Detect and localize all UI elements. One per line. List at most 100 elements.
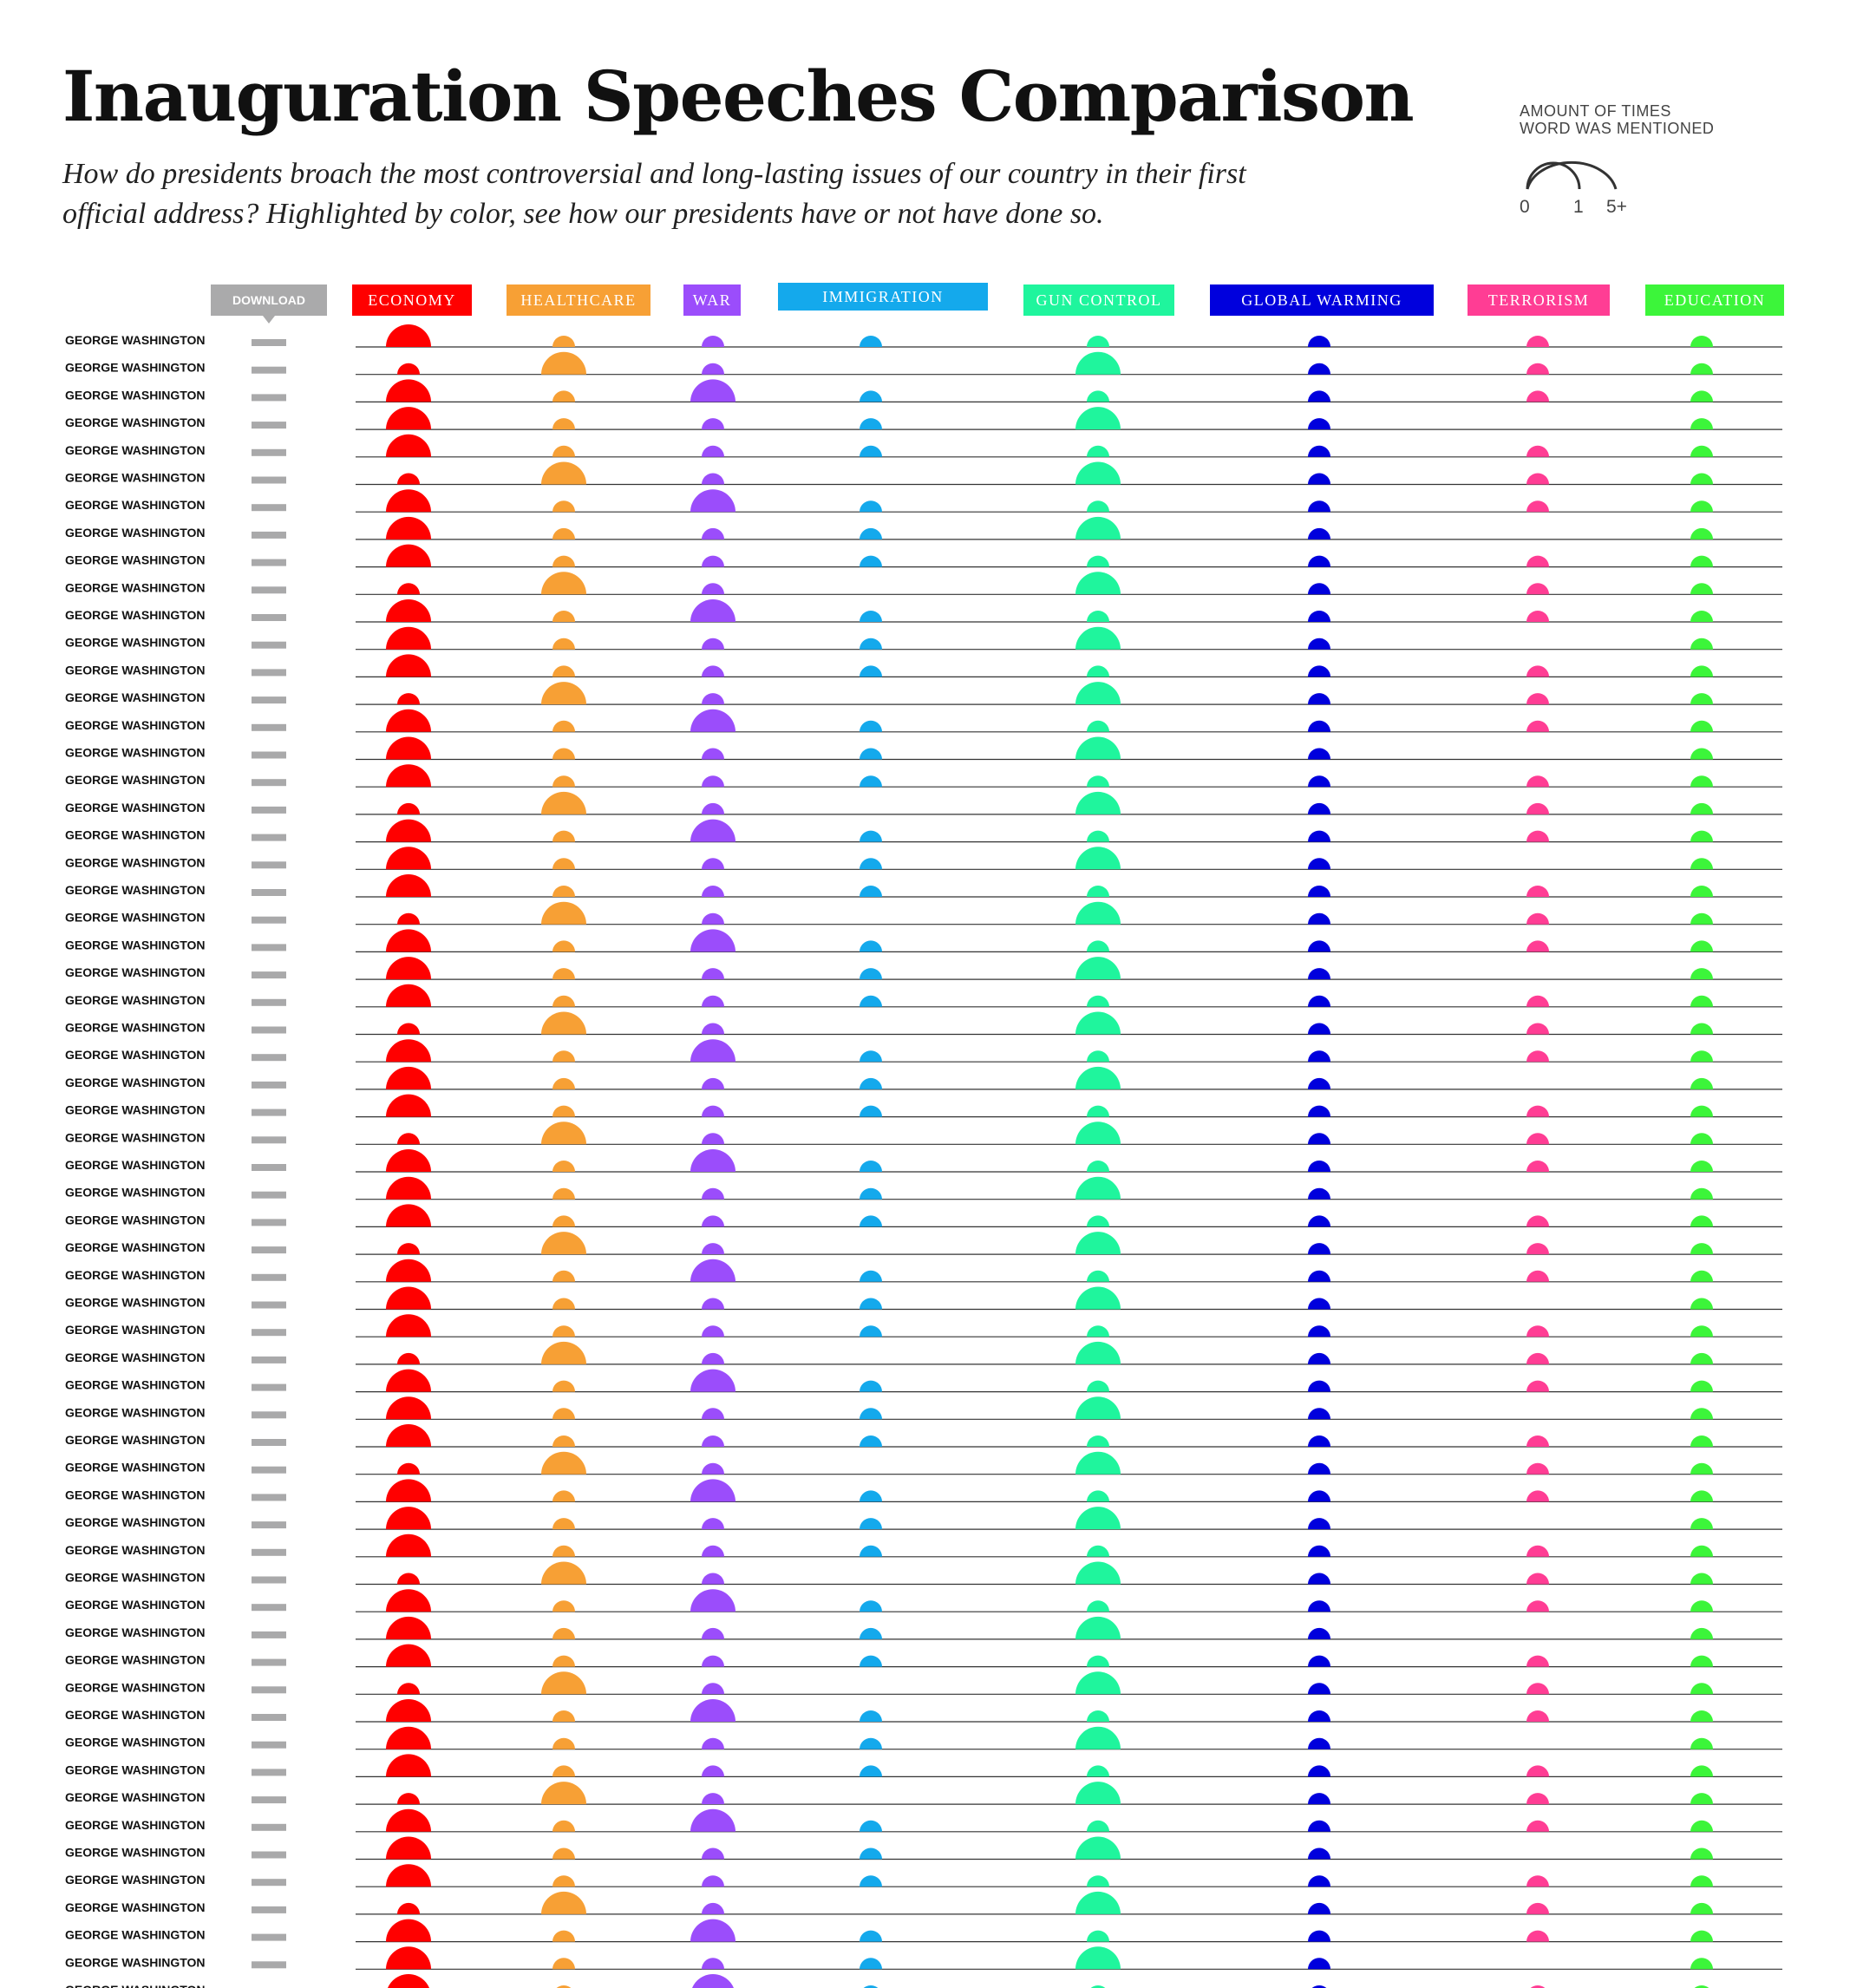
row-download-icon[interactable] — [252, 1686, 286, 1694]
row-download-icon[interactable] — [252, 916, 286, 924]
category-education[interactable]: EDUCATION — [1645, 284, 1784, 316]
row-download-icon[interactable] — [252, 1301, 286, 1309]
row-download-icon[interactable] — [252, 1851, 286, 1859]
mention-mark-gun-control — [1087, 665, 1109, 677]
mention-mark-healthcare — [552, 1077, 575, 1089]
row-president-name: GEORGE WASHINGTON — [65, 1680, 206, 1694]
row-download-icon[interactable] — [252, 559, 286, 566]
row-download-icon[interactable] — [252, 1548, 286, 1556]
row-download-icon[interactable] — [252, 779, 286, 787]
row-download-icon[interactable] — [252, 1246, 286, 1254]
row-download-icon[interactable] — [252, 1658, 286, 1666]
row-download-icon[interactable] — [252, 998, 286, 1006]
row-download-icon[interactable] — [252, 1741, 286, 1749]
row-download-icon[interactable] — [252, 1273, 286, 1281]
mention-mark-education — [1690, 1655, 1713, 1667]
row-download-icon[interactable] — [252, 1108, 286, 1116]
row-download-icon[interactable] — [252, 1466, 286, 1474]
mention-mark-healthcare — [552, 336, 575, 347]
row-download-icon[interactable] — [252, 339, 286, 346]
row-download-icon[interactable] — [252, 614, 286, 621]
mention-mark-economy — [386, 1396, 431, 1420]
row-download-icon[interactable] — [252, 1961, 286, 1969]
row-download-icon[interactable] — [252, 1906, 286, 1913]
row-download-icon[interactable] — [252, 422, 286, 429]
mention-mark-global-warming — [1308, 1161, 1330, 1172]
category-terrorism[interactable]: TERRORISM — [1468, 284, 1610, 316]
row-download-icon[interactable] — [252, 1933, 286, 1941]
row-president-name: GEORGE WASHINGTON — [65, 1762, 206, 1776]
category-healthcare[interactable]: HEALTHCARE — [507, 284, 650, 316]
row-download-icon[interactable] — [252, 476, 286, 484]
row-download-icon[interactable] — [252, 1604, 286, 1612]
mention-mark-gun-control — [1087, 830, 1109, 842]
mention-mark-terrorism — [1526, 583, 1549, 595]
mention-mark-immigration — [860, 1105, 882, 1117]
row-download-icon[interactable] — [252, 1521, 286, 1529]
row-download-icon[interactable] — [252, 366, 286, 374]
row-download-icon[interactable] — [252, 1054, 286, 1062]
row-download-icon[interactable] — [252, 806, 286, 814]
row-download-icon[interactable] — [252, 1796, 286, 1804]
mention-mark-global-warming — [1308, 830, 1330, 842]
mention-mark-education — [1690, 1023, 1713, 1035]
row-download-icon[interactable] — [252, 1026, 286, 1034]
row-download-icon[interactable] — [252, 504, 286, 512]
row-download-icon[interactable] — [252, 1356, 286, 1363]
row-download-icon[interactable] — [252, 1383, 286, 1391]
mention-mark-immigration — [860, 638, 882, 650]
mention-mark-economy — [397, 1243, 420, 1255]
row-download-icon[interactable] — [252, 1191, 286, 1199]
row-download-icon[interactable] — [252, 723, 286, 731]
mention-mark-healthcare — [552, 720, 575, 732]
row-download-icon[interactable] — [252, 696, 286, 704]
mention-mark-economy — [386, 516, 431, 540]
row-download-icon[interactable] — [252, 586, 286, 594]
row-download-icon[interactable] — [252, 861, 286, 869]
category-war[interactable]: WAR — [683, 284, 741, 316]
row-download-icon[interactable] — [252, 751, 286, 759]
row-president-name: GEORGE WASHINGTON — [65, 1378, 206, 1392]
mention-mark-gun-control — [1087, 1050, 1109, 1063]
row-download-icon[interactable] — [252, 669, 286, 677]
mention-mark-terrorism — [1526, 473, 1549, 485]
row-download-icon[interactable] — [252, 1081, 286, 1089]
mention-mark-economy — [386, 1066, 431, 1089]
category-immigration[interactable]: IMMIGRATION — [778, 283, 988, 311]
mention-mark-terrorism — [1526, 1793, 1549, 1805]
row-download-icon[interactable] — [252, 971, 286, 979]
mention-mark-war — [690, 1808, 735, 1832]
row-download-icon[interactable] — [252, 1823, 286, 1831]
row-download-icon[interactable] — [252, 889, 286, 896]
category-gun-control[interactable]: GUN CONTROL — [1023, 284, 1174, 316]
row-download-icon[interactable] — [252, 1329, 286, 1337]
row-download-icon[interactable] — [252, 1164, 286, 1171]
mention-mark-healthcare — [541, 791, 586, 814]
row-download-icon[interactable] — [252, 1439, 286, 1446]
category-global-warming[interactable]: GLOBAL WARMING — [1210, 284, 1434, 316]
row-download-icon[interactable] — [252, 944, 286, 951]
row-download-icon[interactable] — [252, 1714, 286, 1721]
mention-mark-war — [702, 1958, 724, 1970]
row-download-icon[interactable] — [252, 1879, 286, 1887]
download-button[interactable]: DOWNLOAD — [211, 284, 327, 324]
row-download-icon[interactable] — [252, 834, 286, 841]
category-economy[interactable]: ECONOMY — [352, 284, 472, 316]
mention-mark-education — [1690, 802, 1713, 814]
row-download-icon[interactable] — [252, 448, 286, 456]
row-download-icon[interactable] — [252, 1769, 286, 1776]
row-download-icon[interactable] — [252, 1576, 286, 1584]
row-download-icon[interactable] — [252, 1494, 286, 1501]
row-download-icon[interactable] — [252, 531, 286, 539]
row-download-icon[interactable] — [252, 1411, 286, 1419]
mention-mark-healthcare — [552, 1298, 575, 1310]
row-download-icon[interactable] — [252, 641, 286, 649]
mention-mark-global-warming — [1308, 500, 1330, 513]
mention-mark-terrorism — [1526, 1710, 1549, 1722]
row-download-icon[interactable] — [252, 1219, 286, 1226]
row-download-icon[interactable] — [252, 1631, 286, 1638]
mention-mark-terrorism — [1526, 1875, 1549, 1887]
mention-mark-economy — [386, 1946, 431, 1970]
row-download-icon[interactable] — [252, 1136, 286, 1144]
row-download-icon[interactable] — [252, 394, 286, 402]
